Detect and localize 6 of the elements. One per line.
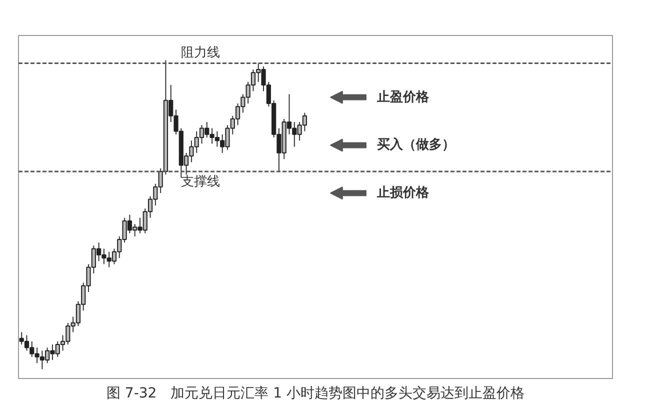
text: 止损价格 [376,186,430,201]
ref-line-label: 支撑线 [180,174,220,190]
ref-line-label: 阻力线 [180,45,220,60]
text: 图 7-32 加元兑日元汇率 1 小时趋势图中的多头交易达到止盈价格 [106,386,525,402]
text: 买入（做多） [376,136,455,153]
text: 止盈价格 [376,90,430,105]
